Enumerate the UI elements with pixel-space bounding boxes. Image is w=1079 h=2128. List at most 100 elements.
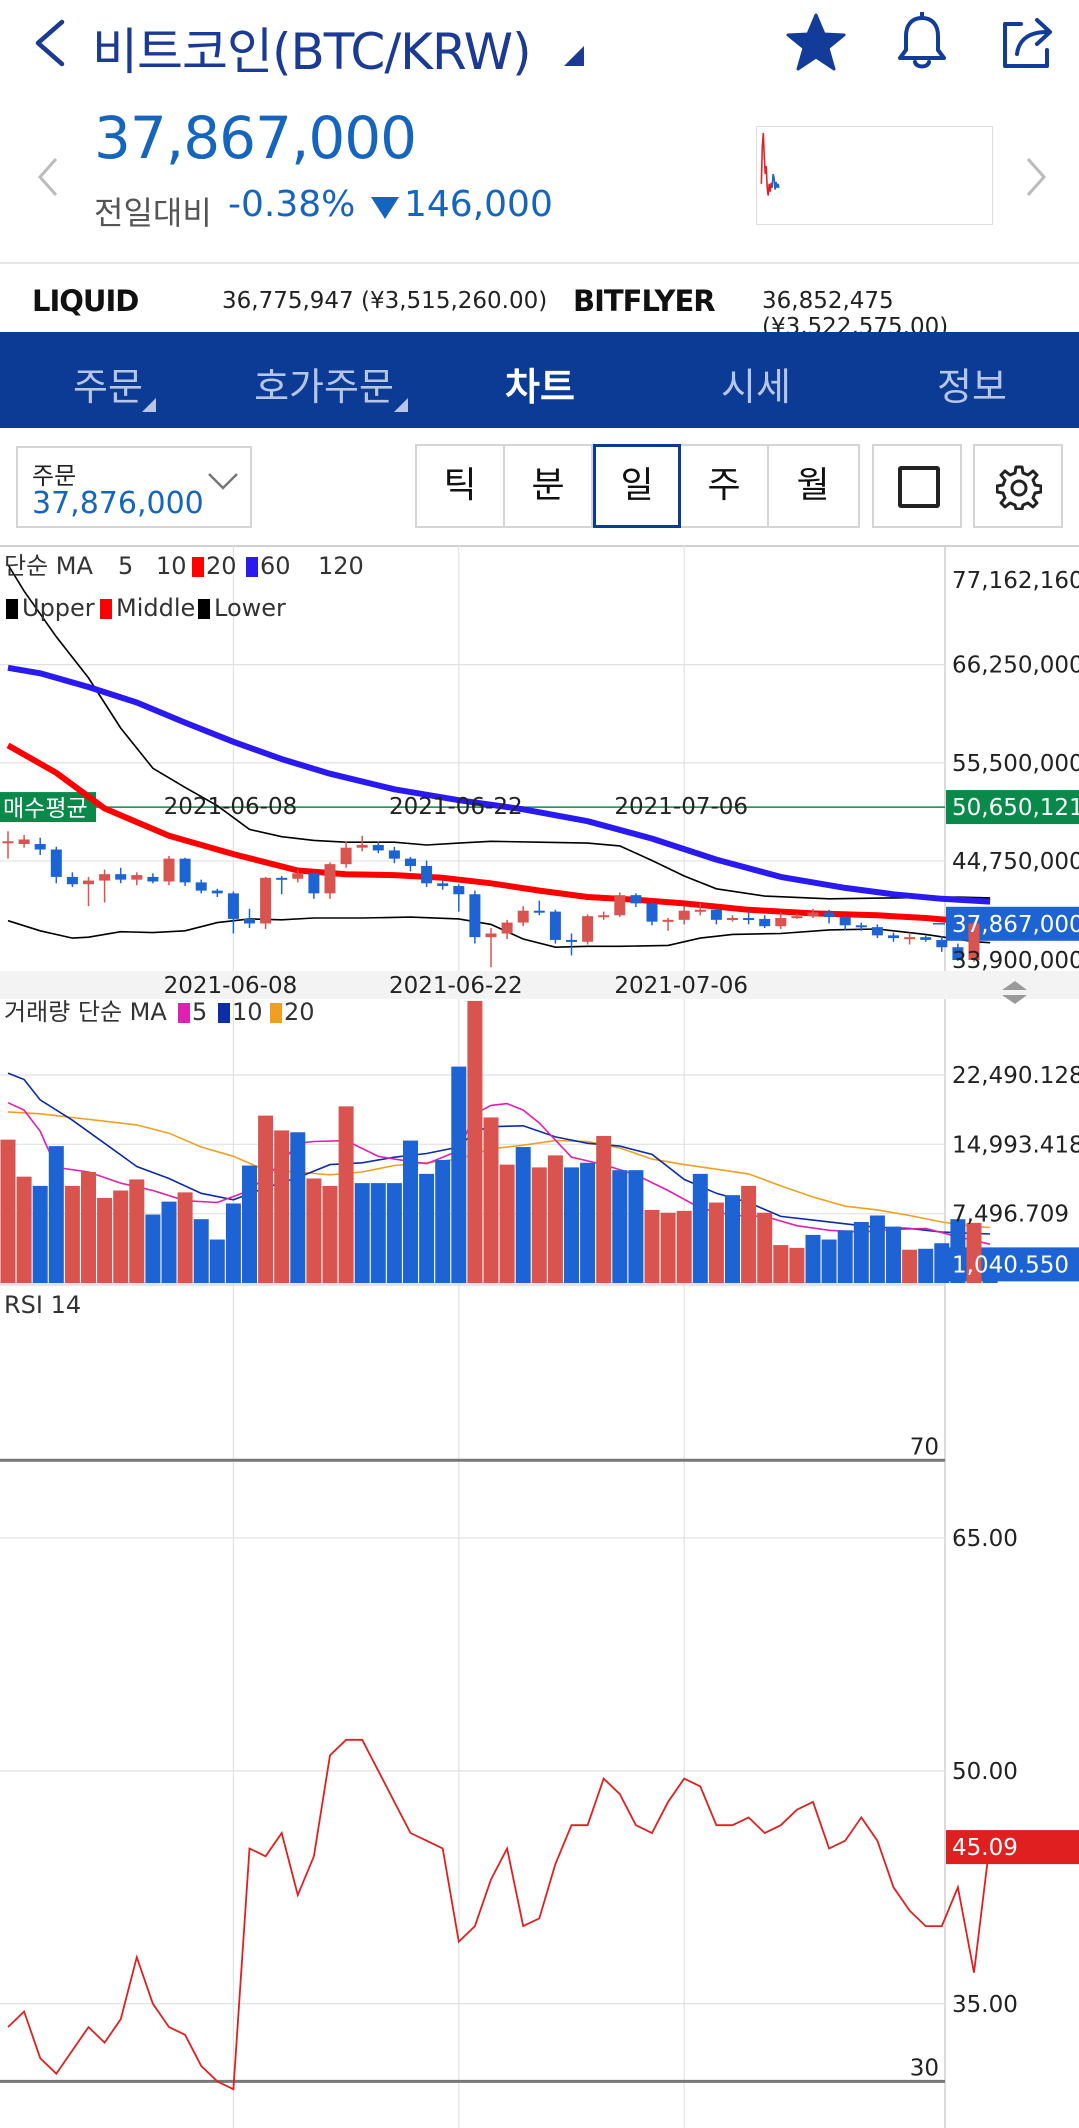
resize-up-icon (1002, 981, 1027, 990)
candle-body (50, 849, 62, 877)
volume-bar (725, 1195, 740, 1283)
candle-body (485, 933, 497, 938)
volume-bar (0, 1139, 16, 1283)
square-icon (898, 466, 940, 508)
candle-body (823, 912, 835, 918)
candle-body (260, 877, 272, 924)
volume-bar (354, 1183, 370, 1283)
dropdown-caret-icon[interactable] (562, 44, 584, 66)
prev-coin-arrow-icon[interactable] (36, 155, 60, 199)
date-tick-label: 2021-07-06 (614, 794, 748, 820)
volume-bar (32, 1185, 48, 1283)
price-section: 37,867,000 전일대비 -0.38% 146,000 (0, 100, 1079, 260)
candle-body (195, 882, 207, 891)
candle-body (34, 844, 46, 850)
candle-body (630, 895, 642, 904)
candle-body (598, 915, 610, 918)
candle-body (147, 876, 159, 882)
date-tick-label: 2021-06-08 (164, 973, 298, 999)
chevron-down-icon (208, 473, 238, 490)
volume-bar (129, 1179, 145, 1283)
volume-bar (853, 1221, 869, 1283)
volume-bar (547, 1155, 563, 1283)
candle-body (855, 925, 867, 928)
volume-bar (564, 1167, 579, 1283)
order-value: 37,876,000 (32, 486, 204, 521)
volume-bar (290, 1132, 306, 1283)
tab-chart[interactable]: 차트 (505, 365, 575, 409)
order-price-selector[interactable]: 주문 37,876,000 (16, 446, 252, 528)
tab-quote-order[interactable]: 호가주문 (254, 365, 394, 409)
share-icon[interactable] (997, 12, 1057, 72)
candle-body (340, 847, 352, 865)
exchange-name: BITFLYER (573, 284, 716, 318)
tab-order[interactable]: 주문 (73, 365, 143, 409)
candle-body (904, 937, 916, 940)
candle-body (421, 865, 433, 884)
avg-price-tag-label: 매수평균 (3, 796, 88, 822)
ma-legend-period: 120 (318, 552, 364, 580)
period-selector: 틱 분 일 주 월 (415, 444, 860, 528)
date-axis-band (0, 971, 1079, 999)
volume-bar (580, 1162, 596, 1283)
candle-body (775, 918, 787, 927)
order-label: 주문 (32, 462, 77, 490)
candle-body (211, 890, 223, 894)
chart-canvas[interactable]: 77,162,160 66,250,000 55,500,000 44,750,000… (0, 545, 1079, 2128)
volume-bar (161, 1201, 177, 1283)
mini-sparkline[interactable] (756, 126, 993, 225)
volume-bar (306, 1178, 322, 1283)
back-icon[interactable] (30, 18, 70, 68)
star-icon[interactable] (785, 12, 847, 74)
volume-bar (966, 1222, 982, 1283)
candle-body (18, 839, 30, 845)
volume-tick-label: 7,496.709 (952, 1202, 1069, 1228)
page-title[interactable]: 비트코인(BTC/KRW) (92, 23, 532, 81)
candle-body (839, 917, 851, 926)
top-header: 비트코인(BTC/KRW) (0, 0, 1079, 90)
volume-bar (177, 1192, 193, 1283)
price-tick-label: 55,500,000 (952, 751, 1079, 777)
volume-bar (644, 1209, 660, 1283)
bell-icon[interactable] (892, 12, 952, 74)
exchange-value: 36,775,947 (¥3,515,260.00) (222, 288, 548, 314)
tab-market-price[interactable]: 시세 (721, 365, 791, 409)
period-day-button[interactable]: 일 (593, 444, 681, 528)
volume-bar (97, 1197, 113, 1283)
volume-bar (113, 1190, 129, 1283)
volume-bar (274, 1130, 290, 1283)
candle-body (2, 841, 14, 844)
chart-settings-button[interactable] (973, 444, 1063, 528)
corner-triangle-icon (394, 398, 408, 412)
candle-body (99, 874, 111, 881)
volume-legend-period: 10 (232, 998, 263, 1026)
tab-info[interactable]: 정보 (937, 365, 1007, 409)
volume-bar (789, 1247, 805, 1283)
next-coin-arrow-icon[interactable] (1024, 155, 1048, 199)
exchange-name: LIQUID (32, 284, 139, 318)
candle-body (566, 939, 577, 942)
band-legend-swatch (198, 599, 210, 619)
candle-body (871, 927, 883, 936)
volume-bar (773, 1245, 789, 1283)
volume-bar (934, 1243, 950, 1283)
change-percent: -0.38% (228, 184, 356, 225)
period-tick-button[interactable]: 틱 (417, 446, 505, 526)
candle-body (549, 911, 561, 940)
period-month-button[interactable]: 월 (796, 465, 830, 506)
period-minute-button[interactable]: 분 (505, 446, 593, 526)
volume-bar (805, 1234, 821, 1283)
candle-body (227, 893, 239, 919)
price-tick-label: 44,750,000 (952, 849, 1079, 875)
ma-legend-period: 20 (206, 552, 237, 580)
volume-bar (16, 1176, 32, 1283)
chart-type-button[interactable] (872, 444, 962, 528)
ma-legend-title: 단순 MA (4, 552, 93, 580)
rsi-legend-title: RSI 14 (4, 1291, 81, 1319)
candle-body (710, 909, 722, 920)
volume-bar (837, 1230, 853, 1283)
candle-body (517, 910, 529, 923)
ma-legend-swatch (246, 557, 258, 577)
volume-bar (628, 1170, 644, 1283)
period-week-button[interactable]: 주 (681, 446, 769, 526)
